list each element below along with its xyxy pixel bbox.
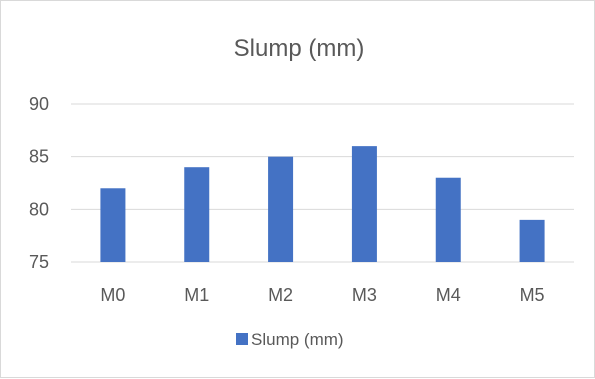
x-tick-label: M0 — [100, 285, 125, 305]
bars — [100, 146, 545, 262]
bar-m5 — [519, 219, 545, 262]
x-tick-label: M4 — [436, 285, 461, 305]
gridlines — [71, 103, 574, 263]
x-tick-label: M2 — [268, 285, 293, 305]
chart-title: Slump (mm) — [234, 35, 365, 62]
legend-label: Slump (mm) — [251, 330, 344, 349]
y-tick-label: 90 — [29, 94, 49, 114]
x-tick-label: M5 — [520, 285, 545, 305]
bar-m3 — [351, 146, 377, 262]
y-axis-ticks: 75 80 85 90 — [29, 94, 49, 272]
x-tick-label: M3 — [352, 285, 377, 305]
bar-m2 — [268, 156, 294, 262]
x-tick-label: M1 — [184, 285, 209, 305]
legend: Slump (mm) — [236, 330, 344, 349]
bar-m1 — [184, 167, 210, 262]
y-tick-label: 80 — [29, 199, 49, 219]
x-axis-ticks: M0 M1 M2 M3 M4 M5 — [100, 285, 544, 305]
legend-swatch — [236, 333, 248, 345]
y-tick-label: 85 — [29, 147, 49, 167]
y-tick-label: 75 — [29, 252, 49, 272]
bar-m0 — [100, 188, 126, 262]
bar-m4 — [435, 177, 461, 262]
